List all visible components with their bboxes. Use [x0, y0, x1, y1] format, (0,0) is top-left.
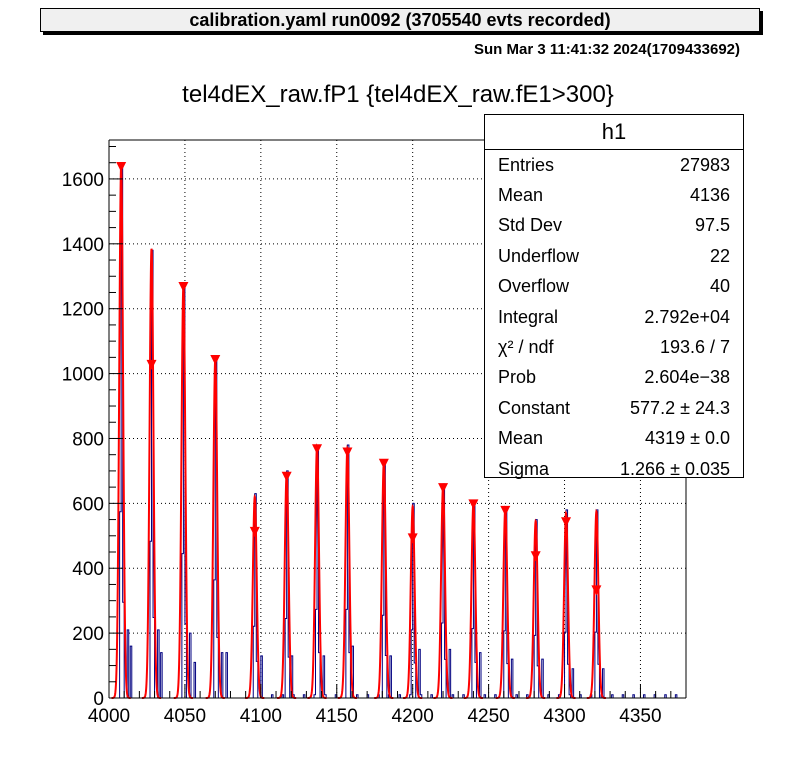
stats-row: Prob 2.604e−38 — [485, 363, 743, 393]
peak-marker — [500, 505, 511, 516]
stats-value: 40 — [709, 276, 730, 297]
x-tick-label: 4150 — [316, 706, 358, 727]
stats-value: 577.2 ± 24.3 — [630, 397, 730, 418]
stats-label: Constant — [498, 397, 571, 418]
stats-rows: Entries 27983 Mean 4136 Std Dev 97.5 Underflow… — [485, 150, 743, 484]
stats-row: Mean 4136 — [485, 180, 743, 210]
stats-box: h1 Entries 27983 Mean 4136 Std Dev 97.5 Underf… — [484, 114, 744, 479]
peak-marker — [249, 526, 260, 537]
stats-label: Entries — [498, 154, 555, 175]
peak-marker — [178, 281, 189, 292]
datestamp: Sun Mar 3 11:41:32 2024(1709433692) — [473, 41, 740, 58]
fit-curve — [586, 508, 606, 699]
x-tick-label: 4250 — [467, 706, 509, 727]
y-tick-label: 0 — [93, 689, 104, 710]
stats-label: χ² / ndf — [498, 337, 554, 358]
peak-marker — [312, 444, 323, 455]
stats-value: 193.6 / 7 — [659, 337, 730, 358]
stats-row: Overflow 40 — [485, 272, 743, 302]
peak-marker — [281, 471, 292, 482]
stats-value: 2.792e+04 — [644, 306, 730, 327]
stats-row: Std Dev 97.5 — [485, 211, 743, 241]
stats-label: Mean — [498, 428, 544, 449]
y-tick-label: 200 — [72, 624, 104, 645]
y-tick-label: 1200 — [62, 300, 104, 321]
peak-marker — [342, 447, 353, 458]
peak-marker — [378, 458, 389, 469]
y-tick-label: 400 — [72, 559, 104, 580]
y-tick-label: 1600 — [62, 170, 104, 191]
fit-curve — [526, 518, 546, 699]
stats-row: Entries 27983 — [485, 150, 743, 180]
peak-marker — [146, 359, 157, 370]
stats-value: 1.266 ± 0.035 — [620, 458, 730, 479]
peak-marker — [591, 585, 602, 596]
y-tick-label: 800 — [72, 429, 104, 450]
stats-label: Integral — [498, 306, 559, 327]
stats-label: Std Dev — [498, 215, 563, 236]
peak-marker — [530, 551, 541, 562]
stats-value: 2.604e−38 — [644, 367, 730, 388]
peak-marker — [407, 533, 418, 544]
peak-marker — [438, 483, 449, 494]
stats-value: 97.5 — [694, 215, 730, 236]
fit-curve — [141, 248, 162, 699]
chart-title: tel4dEX_raw.fP1 {tel4dEX_raw.fE1>300} — [182, 81, 614, 108]
y-tick-label: 1000 — [62, 365, 104, 386]
stats-label: Sigma — [498, 458, 550, 479]
stats-row: Integral 2.792e+04 — [485, 302, 743, 332]
axes: 4000 4050 4100 4150 4200 4250 4300 4350 0 200 400 6… — [62, 139, 687, 727]
stats-row: Mean 4319 ± 0.0 — [485, 424, 743, 454]
peak-marker — [210, 354, 221, 365]
stats-value: 27983 — [679, 154, 730, 175]
stats-label: Underflow — [498, 245, 580, 266]
stats-title: h1 — [485, 115, 743, 150]
stats-row: Sigma 1.266 ± 0.035 — [485, 454, 743, 484]
x-tick-label: 4100 — [240, 706, 282, 727]
peak-markers — [116, 161, 602, 596]
stats-row: Constant 577.2 ± 24.3 — [485, 393, 743, 423]
stats-row: χ² / ndf 193.6 / 7 — [485, 332, 743, 362]
peak-marker — [468, 499, 479, 510]
stats-value: 4136 — [689, 185, 730, 206]
fit-curve — [403, 503, 423, 699]
stats-row: Underflow 22 — [485, 241, 743, 271]
fit-curve — [556, 510, 576, 699]
peak-marker — [116, 161, 127, 172]
x-tick-label: 4000 — [88, 706, 130, 727]
y-tick-label: 600 — [72, 494, 104, 515]
stats-value: 4319 ± 0.0 — [645, 428, 730, 449]
x-tick-label: 4350 — [619, 706, 661, 727]
run-info-banner: calibration.yaml run0092 (3705540 evts r… — [40, 8, 760, 32]
stats-value: 22 — [709, 245, 730, 266]
x-tick-label: 4300 — [543, 706, 585, 727]
stats-label: Mean — [498, 185, 544, 206]
stats-label: Overflow — [498, 276, 570, 297]
run-info-text: calibration.yaml run0092 (3705540 evts r… — [189, 10, 611, 30]
x-tick-label: 4050 — [164, 706, 206, 727]
y-tick-label: 1400 — [62, 235, 104, 256]
peak-marker — [561, 517, 572, 528]
stats-label: Prob — [498, 367, 537, 388]
x-tick-label: 4200 — [392, 706, 434, 727]
